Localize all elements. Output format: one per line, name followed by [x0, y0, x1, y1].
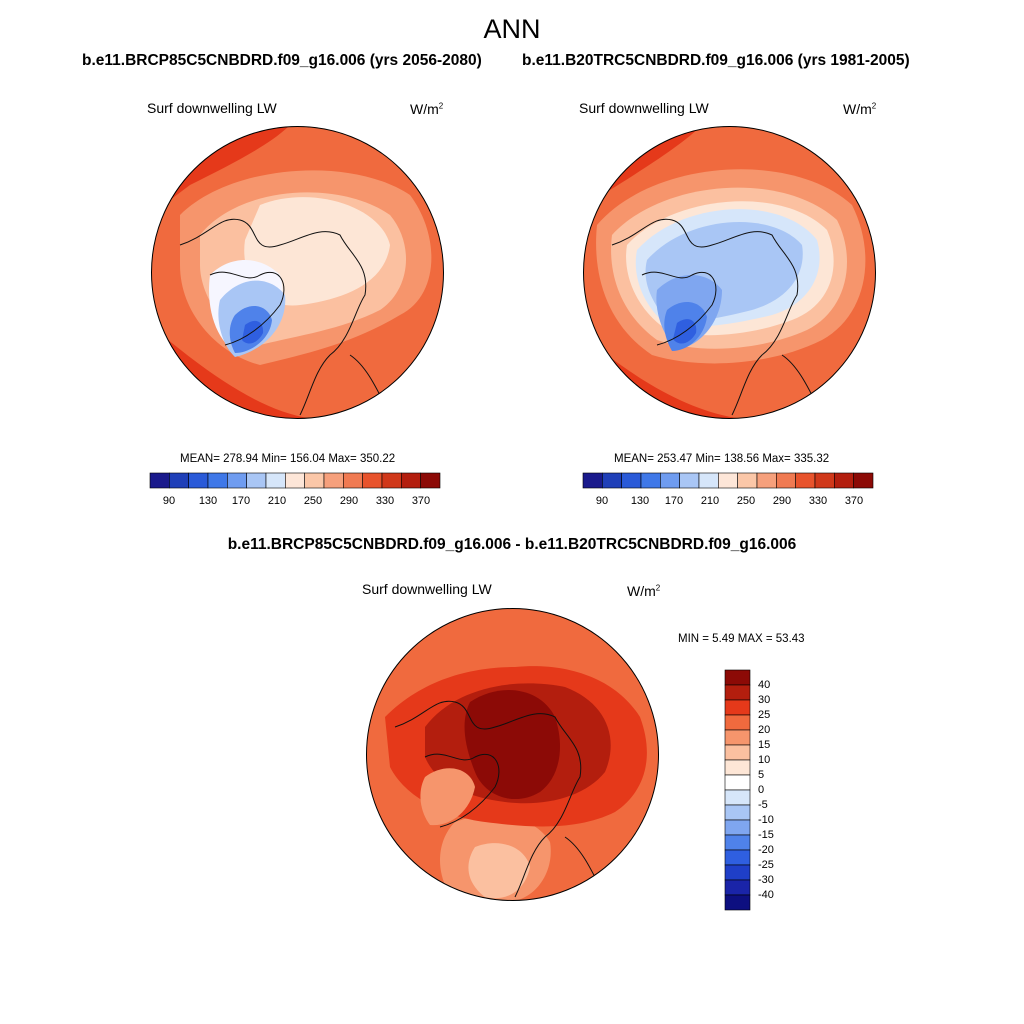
panel3-cbar-tick: 25 [758, 709, 771, 721]
colorbar-swatch [724, 864, 751, 881]
colorbar-swatch [756, 472, 777, 489]
panel3-cbar-tick: 40 [758, 679, 771, 691]
panel1-cbar-tick: 130 [198, 495, 218, 507]
colorbar-swatch [660, 472, 680, 489]
panel1-units: W/m2 [410, 101, 444, 117]
colorbar-swatch [285, 472, 305, 489]
panel2-stats: MEAN= 253.47 Min= 138.56 Max= 335.32 [614, 453, 830, 465]
panel3-stats: MIN = 5.49 MAX = 53.43 [678, 633, 805, 645]
colorbar-swatch [724, 894, 751, 911]
colorbar-swatch [169, 472, 189, 489]
panel1-polar-map [151, 126, 444, 419]
colorbar-swatch [188, 472, 209, 489]
colorbar-swatch [698, 472, 719, 489]
panel2-cbar-tick: 370 [844, 495, 864, 507]
panel3-polar-map [366, 608, 659, 901]
case2-title: b.e11.B20TRC5CNBDRD.f09_g16.006 (yrs 198… [522, 52, 910, 69]
panel3-cbar-tick: 0 [758, 784, 765, 796]
colorbar-swatch [724, 879, 751, 896]
panel2-cbar-tick: 170 [664, 495, 684, 507]
panel3-cbar-tick: 10 [758, 754, 771, 766]
colorbar-swatch [381, 472, 402, 489]
panel2-cbar-tick: 290 [772, 495, 792, 507]
colorbar-swatch [420, 472, 441, 489]
colorbar-swatch [149, 472, 170, 489]
panel3-cbar-tick: -40 [758, 889, 774, 901]
colorbar-swatch [227, 472, 247, 489]
panel1-cbar-tick: 210 [267, 495, 287, 507]
colorbar-swatch [724, 789, 751, 806]
case1-title: b.e11.BRCP85C5CNBDRD.f09_g16.006 (yrs 20… [82, 52, 482, 69]
panel1-cbar-tick: 90 [162, 495, 176, 507]
colorbar-swatch [724, 819, 751, 836]
colorbar-swatch [401, 472, 421, 489]
panel3-cbar-tick: 5 [758, 769, 765, 781]
panel1-cbar-tick: 170 [231, 495, 251, 507]
panel3-field-lightsalmon-s [468, 843, 530, 899]
colorbar-swatch [724, 759, 751, 776]
panel1-variable-label: Surf downwelling LW [147, 100, 277, 116]
colorbar-swatch [304, 472, 325, 489]
panel2-polar-map [583, 126, 876, 419]
panel3-cbar-tick: -10 [758, 814, 774, 826]
panel2-cbar-tick: 210 [700, 495, 720, 507]
panel2-units: W/m2 [843, 101, 877, 117]
panel3-cbar-tick: -5 [758, 799, 768, 811]
panel2-cbar-tick: 330 [808, 495, 828, 507]
panel1-stats: MEAN= 278.94 Min= 156.04 Max= 350.22 [180, 453, 396, 465]
colorbar-swatch [640, 472, 661, 489]
panel3-cbar-tick: 15 [758, 739, 771, 751]
panel1-cbar-tick: 290 [339, 495, 359, 507]
colorbar-swatch [362, 472, 383, 489]
panel3-cbar-tick: 20 [758, 724, 771, 736]
colorbar-swatch [776, 472, 796, 489]
colorbar-swatch [724, 684, 751, 701]
panel3-cbar-tick: -15 [758, 829, 774, 841]
colorbar-swatch [834, 472, 854, 489]
panel2-colorbar [582, 472, 874, 489]
colorbar-swatch [724, 774, 751, 791]
panel1-cbar-tick: 330 [375, 495, 395, 507]
colorbar-swatch [724, 714, 751, 731]
colorbar-swatch [265, 472, 286, 489]
colorbar-swatch [323, 472, 344, 489]
colorbar-swatch [718, 472, 738, 489]
colorbar-swatch [207, 472, 228, 489]
panel3-colorbar [724, 669, 751, 911]
panel1-cbar-tick: 370 [411, 495, 431, 507]
panel3-cbar-tick: -30 [758, 874, 774, 886]
colorbar-swatch [737, 472, 758, 489]
colorbar-swatch [724, 744, 751, 761]
colorbar-swatch [724, 729, 751, 746]
panel3-field-deepred [464, 690, 560, 800]
colorbar-swatch [724, 849, 751, 866]
colorbar-swatch [602, 472, 622, 489]
colorbar-swatch [679, 472, 700, 489]
colorbar-swatch [724, 804, 751, 821]
panel3-variable-label: Surf downwelling LW [362, 581, 492, 597]
panel3-cbar-tick: -25 [758, 859, 774, 871]
panel1-cbar-tick: 250 [303, 495, 323, 507]
diff-title: b.e11.BRCP85C5CNBDRD.f09_g16.006 - b.e11… [227, 536, 797, 553]
panel3-field-greenland-salmon [420, 768, 475, 826]
colorbar-swatch [582, 472, 603, 489]
colorbar-swatch [246, 472, 267, 489]
colorbar-swatch [724, 834, 751, 851]
panel2-cbar-tick: 90 [595, 495, 609, 507]
panel2-variable-label: Surf downwelling LW [579, 100, 709, 116]
colorbar-swatch [343, 472, 363, 489]
plot-title: ANN [483, 14, 541, 44]
colorbar-swatch [621, 472, 642, 489]
panel2-cbar-tick: 250 [736, 495, 756, 507]
colorbar-swatch [795, 472, 816, 489]
panel2-cbar-tick: 130 [630, 495, 650, 507]
colorbar-swatch [724, 669, 751, 686]
colorbar-swatch [853, 472, 874, 489]
panel1-colorbar [149, 472, 441, 489]
colorbar-swatch [814, 472, 835, 489]
colorbar-swatch [724, 699, 751, 716]
panel3-cbar-tick: -20 [758, 844, 774, 856]
panel3-units: W/m2 [627, 583, 661, 599]
panel3-cbar-tick: 30 [758, 694, 771, 706]
